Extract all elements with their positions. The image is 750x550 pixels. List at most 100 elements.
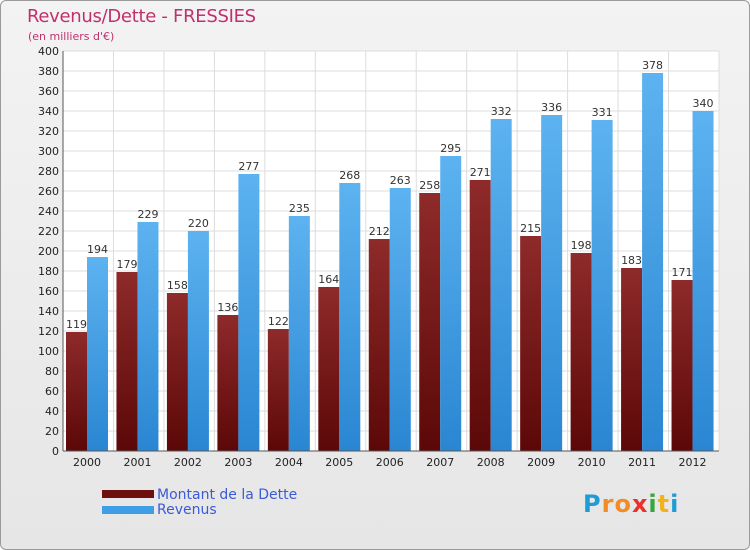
data-label-dette: 212 (369, 225, 390, 238)
data-label-revenus: 332 (491, 105, 512, 118)
bar-revenus (137, 222, 159, 451)
axes: 0 20 40 60 80 100 120 140 160 180 200 220 240 260 280 3… (38, 45, 719, 469)
y-tick-label: 20 (45, 425, 59, 438)
data-label-dette: 164 (318, 273, 339, 286)
x-tick-label: 2010 (578, 456, 606, 469)
bar-dette (318, 287, 340, 451)
data-label-revenus: 263 (390, 174, 411, 187)
data-label-revenus: 268 (339, 169, 360, 182)
bar-revenus (288, 216, 310, 451)
y-tick-label: 260 (38, 185, 59, 198)
legend-swatch-dette (102, 490, 154, 498)
data-label-revenus: 229 (137, 208, 158, 221)
x-tick-label: 2006 (376, 456, 404, 469)
x-tick-label: 2001 (123, 456, 151, 469)
x-tick-label: 2005 (325, 456, 353, 469)
y-tick-label: 300 (38, 145, 59, 158)
x-tick-label: 2003 (224, 456, 252, 469)
data-label-dette: 271 (470, 166, 491, 179)
bar-revenus (642, 73, 664, 451)
bar-dette (469, 180, 491, 451)
y-tick-label: 340 (38, 105, 59, 118)
logo-letter: r (601, 490, 615, 518)
y-tick-label: 0 (52, 445, 59, 458)
bars (66, 73, 714, 451)
y-tick-label: 200 (38, 245, 59, 258)
y-tick-label: 160 (38, 285, 59, 298)
x-tick-label: 2011 (628, 456, 656, 469)
bar-revenus (87, 257, 108, 451)
bar-dette (116, 272, 138, 451)
bar-dette (217, 315, 239, 451)
bar-dette (166, 293, 188, 451)
logo-letter: P (583, 490, 602, 518)
bar-dette (368, 239, 390, 451)
bar-revenus (490, 119, 512, 451)
y-tick-label: 360 (38, 85, 59, 98)
logo-letter: t (657, 490, 671, 518)
data-label-dette: 136 (217, 301, 238, 314)
logo-letter: x (631, 490, 649, 518)
y-tick-label: 120 (38, 325, 59, 338)
data-label-revenus: 220 (188, 217, 209, 230)
data-label-dette: 179 (116, 258, 137, 271)
data-label-dette: 198 (571, 239, 592, 252)
bar-dette (66, 332, 87, 451)
x-tick-label: 2000 (73, 456, 101, 469)
y-tick-label: 100 (38, 345, 59, 358)
logo-letter: i (670, 490, 680, 518)
bar-dette (621, 268, 643, 451)
bar-dette (419, 193, 441, 451)
legend-label-revenus: Revenus (157, 502, 217, 518)
y-tick-label: 380 (38, 65, 59, 78)
y-tick-label: 80 (45, 365, 59, 378)
y-tick-label: 40 (45, 405, 59, 418)
x-tick-label: 2009 (527, 456, 555, 469)
proxiti-logo: Proxiti (583, 490, 679, 518)
data-label-revenus: 340 (693, 97, 714, 110)
bar-revenus (389, 188, 411, 451)
legend-label-dette: Montant de la Dette (157, 487, 298, 503)
data-label-dette: 158 (167, 279, 188, 292)
data-label-dette: 258 (419, 179, 440, 192)
data-label-dette: 119 (66, 318, 87, 331)
data-label-revenus: 378 (642, 59, 663, 72)
logo-letter: o (614, 490, 632, 518)
bar-dette (671, 280, 693, 451)
data-label-revenus: 235 (289, 202, 310, 215)
x-tick-label: 2008 (477, 456, 505, 469)
bar-revenus (187, 231, 209, 451)
y-tick-label: 140 (38, 305, 59, 318)
x-tick-label: 2004 (275, 456, 303, 469)
bar-revenus (541, 115, 563, 451)
x-tick-label: 2012 (679, 456, 707, 469)
data-label-revenus: 277 (238, 160, 259, 173)
bar-revenus (339, 183, 361, 451)
bar-revenus (591, 120, 613, 451)
data-label-dette: 215 (520, 222, 541, 235)
y-tick-label: 240 (38, 205, 59, 218)
bar-revenus (238, 174, 260, 451)
x-tick-label: 2007 (426, 456, 454, 469)
y-tick-label: 220 (38, 225, 59, 238)
y-tick-label: 400 (38, 45, 59, 58)
data-label-revenus: 331 (592, 106, 613, 119)
x-tick-label: 2002 (174, 456, 202, 469)
y-tick-label: 60 (45, 385, 59, 398)
logo-letter: i (648, 490, 658, 518)
data-label-dette: 171 (672, 266, 693, 279)
data-label-dette: 122 (268, 315, 289, 328)
y-tick-label: 320 (38, 125, 59, 138)
data-label-revenus: 194 (87, 243, 108, 256)
data-label-revenus: 336 (541, 101, 562, 114)
bar-dette (520, 236, 542, 451)
chart-subtitle: (en milliers d'€) (28, 30, 115, 43)
data-labels: 119 194 179 229 158 220 136 277 122 235 164 268 212 2… (66, 59, 714, 331)
data-label-dette: 183 (621, 254, 642, 267)
data-label-revenus: 295 (440, 142, 461, 155)
bar-dette (267, 329, 289, 451)
bar-revenus (692, 111, 714, 451)
y-tick-label: 180 (38, 265, 59, 278)
